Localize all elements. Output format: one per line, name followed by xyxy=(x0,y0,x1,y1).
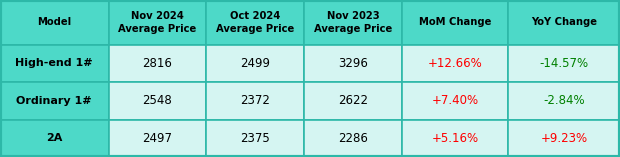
Bar xyxy=(402,45,508,82)
Text: +9.23%: +9.23% xyxy=(540,132,588,145)
Bar xyxy=(206,120,304,157)
Text: Nov 2024
Average Price: Nov 2024 Average Price xyxy=(118,11,197,34)
Bar xyxy=(206,45,304,82)
Text: Nov 2023
Average Price: Nov 2023 Average Price xyxy=(314,11,392,34)
Bar xyxy=(304,0,402,45)
Bar xyxy=(402,120,508,157)
Bar xyxy=(108,120,206,157)
Bar xyxy=(0,120,108,157)
Text: 2497: 2497 xyxy=(143,132,172,145)
Text: -2.84%: -2.84% xyxy=(543,94,585,107)
Bar xyxy=(402,0,508,45)
Bar xyxy=(108,0,206,45)
Text: 2286: 2286 xyxy=(339,132,368,145)
Bar xyxy=(0,45,108,82)
Text: YoY Change: YoY Change xyxy=(531,17,597,27)
Bar xyxy=(508,120,620,157)
Text: 2A: 2A xyxy=(46,133,63,143)
Text: +5.16%: +5.16% xyxy=(432,132,479,145)
Bar xyxy=(304,45,402,82)
Text: Oct 2024
Average Price: Oct 2024 Average Price xyxy=(216,11,294,34)
Text: Ordinary 1#: Ordinary 1# xyxy=(17,96,92,106)
Text: -14.57%: -14.57% xyxy=(539,57,588,70)
Bar xyxy=(508,45,620,82)
Bar xyxy=(206,82,304,120)
Bar xyxy=(304,82,402,120)
Bar xyxy=(508,0,620,45)
Text: 2622: 2622 xyxy=(339,94,368,107)
Text: 2548: 2548 xyxy=(143,94,172,107)
Text: +7.40%: +7.40% xyxy=(432,94,479,107)
Bar xyxy=(304,120,402,157)
Bar xyxy=(0,82,108,120)
Text: 2375: 2375 xyxy=(241,132,270,145)
Text: High-end 1#: High-end 1# xyxy=(16,58,93,68)
Bar xyxy=(206,0,304,45)
Text: 3296: 3296 xyxy=(339,57,368,70)
Text: 2816: 2816 xyxy=(143,57,172,70)
Text: MoM Change: MoM Change xyxy=(419,17,491,27)
Bar xyxy=(108,45,206,82)
Text: Model: Model xyxy=(37,17,71,27)
Bar xyxy=(108,82,206,120)
Bar xyxy=(508,82,620,120)
Text: 2372: 2372 xyxy=(241,94,270,107)
Text: 2499: 2499 xyxy=(241,57,270,70)
Bar xyxy=(402,82,508,120)
Bar xyxy=(0,0,108,45)
Text: +12.66%: +12.66% xyxy=(428,57,482,70)
